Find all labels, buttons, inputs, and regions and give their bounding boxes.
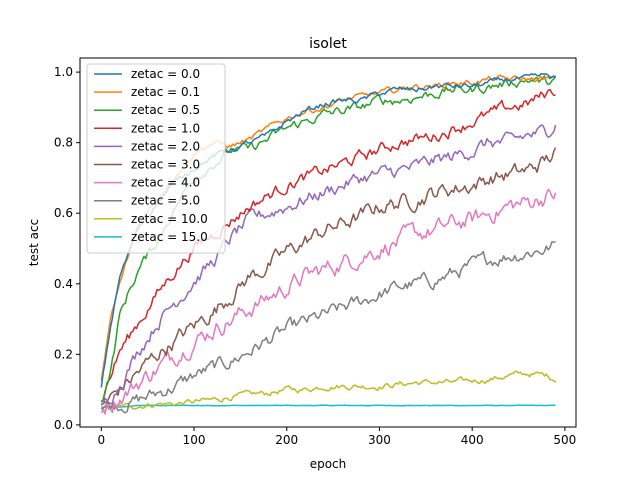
axes-frame [79, 57, 577, 428]
y-tick-label-4: 0.8 [54, 136, 73, 150]
series-line-7 [101, 241, 556, 414]
y-tick-label-0: 0.0 [54, 418, 73, 432]
y-axis-title: test acc [27, 219, 41, 266]
legend-label-2: zetac = 0.5 [131, 103, 200, 117]
legend-label-5: zetac = 3.0 [131, 158, 200, 172]
x-tick-label-5: 500 [553, 433, 576, 447]
series-line-4 [101, 124, 557, 405]
series-line-6 [100, 188, 557, 415]
series-line-9 [101, 404, 556, 409]
x-tick-label-3: 300 [368, 433, 391, 447]
legend-label-3: zetac = 1.0 [131, 121, 200, 135]
x-tick-label-4: 400 [461, 433, 484, 447]
x-tick-label-1: 100 [183, 433, 206, 447]
ticks-group: 0 100 200 300 400 500 0.0 0.2 0.4 0.6 0.8 1.0 [54, 65, 576, 447]
x-axis-title: epoch [310, 457, 347, 471]
y-tick-label-3: 0.6 [54, 206, 73, 220]
series-line-8 [100, 370, 557, 412]
axes-border [79, 57, 577, 428]
legend-label-4: zetac = 2.0 [131, 139, 200, 153]
chart-title: isolet [309, 36, 347, 52]
legend-label-9: zetac = 15.0 [131, 230, 208, 244]
y-tick-label-5: 1.0 [54, 65, 73, 79]
legend-label-0: zetac = 0.0 [131, 67, 200, 81]
y-tick-label-2: 0.4 [54, 277, 73, 291]
legend-label-6: zetac = 4.0 [131, 176, 200, 190]
legend: zetac = 0.0 zetac = 0.1 zetac = 0.5 zetac =… [86, 63, 226, 254]
series-line-5 [100, 147, 557, 406]
x-tick-label-0: 0 [98, 433, 106, 447]
series-line-3 [100, 88, 556, 403]
y-tick-label-1: 0.2 [54, 347, 73, 361]
x-tick-label-2: 200 [275, 433, 298, 447]
legend-label-1: zetac = 0.1 [131, 85, 200, 99]
legend-label-8: zetac = 10.0 [131, 212, 208, 226]
legend-label-7: zetac = 5.0 [131, 194, 200, 208]
legend-box [86, 63, 226, 254]
